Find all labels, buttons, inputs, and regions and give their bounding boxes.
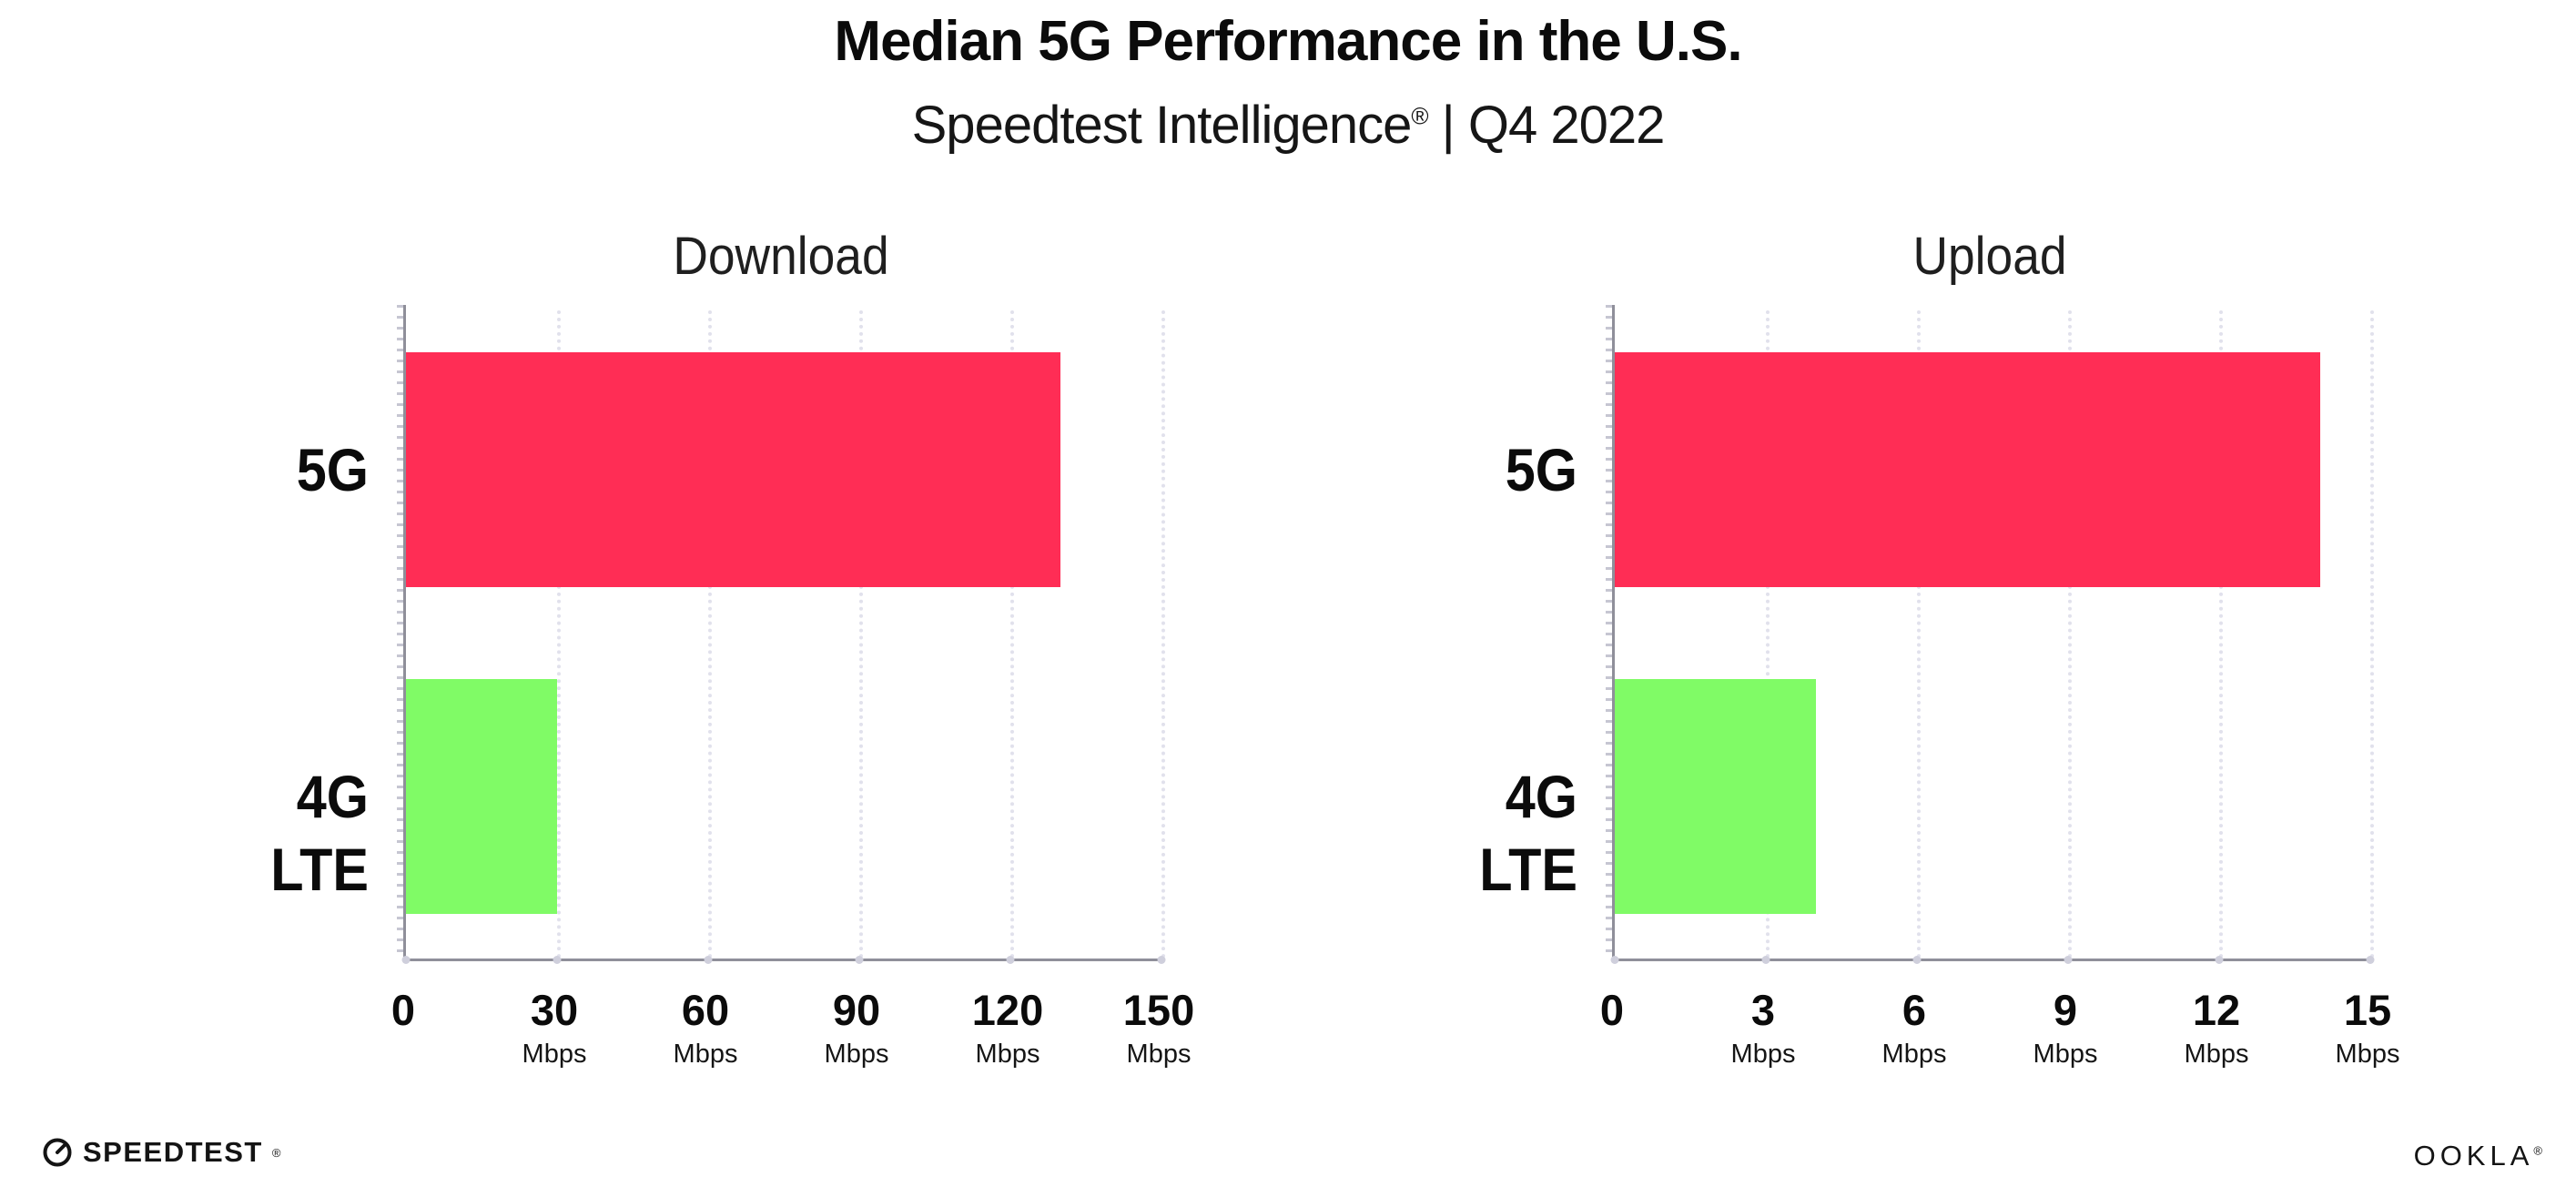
x-tick-value: 30 xyxy=(530,986,579,1034)
x-tick-unit: Mbps xyxy=(1126,1040,1192,1069)
category-label: 4G LTE xyxy=(270,763,369,903)
x-tick-unit: Mbps xyxy=(673,1040,738,1069)
ookla-logo: OOKLA® xyxy=(2414,1140,2547,1172)
x-tick-value: 0 xyxy=(1599,986,1625,1034)
axis-tick-dot xyxy=(553,956,562,964)
axis-tick-dot xyxy=(401,956,411,964)
axis-tick-dot xyxy=(1761,956,1770,964)
axis-tick-dot xyxy=(2064,956,2073,964)
gridline-150 xyxy=(1161,310,1165,959)
registered-trademark-mark: ® xyxy=(1411,102,1428,130)
gridline-30 xyxy=(557,310,561,959)
x-tick-value: 15 xyxy=(2343,986,2392,1034)
x-tick-value: 90 xyxy=(832,986,881,1034)
category-label: 5G xyxy=(1505,436,1577,503)
x-tick-30: 30 Mbps xyxy=(522,988,587,1070)
ookla-wordmark: OOKLA xyxy=(2413,1140,2534,1172)
ookla-trademark: ® xyxy=(2533,1143,2547,1158)
gridline-60 xyxy=(708,310,712,959)
x-tick-value: 60 xyxy=(681,986,730,1034)
x-tick-unit: Mbps xyxy=(522,1040,587,1069)
x-tick-120: 120 Mbps xyxy=(972,988,1043,1070)
y-axis-minor-ticks xyxy=(397,305,403,959)
subtitle-brand: Speedtest Intelligence xyxy=(911,96,1413,155)
x-tick-unit: Mbps xyxy=(1730,1040,1796,1069)
x-tick-150: 150 Mbps xyxy=(1123,988,1194,1070)
axis-tick-dot xyxy=(1006,956,1015,964)
x-tick-value: 9 xyxy=(2053,986,2078,1034)
5g-bar xyxy=(406,352,1061,587)
x-tick-value: 120 xyxy=(971,986,1044,1034)
upload-chart: Upload 0 3 Mbps 6 Mbps 9 Mbps 12 Mbps 15 Mbps 5G 4G … xyxy=(1375,218,2399,1138)
gridline-90 xyxy=(859,310,863,959)
x-tick-value: 3 xyxy=(1750,986,1776,1034)
gauge-icon xyxy=(43,1138,72,1167)
x-tick-unit: Mbps xyxy=(2335,1040,2400,1069)
x-tick-90: 90 Mbps xyxy=(825,988,889,1070)
gridline-6 xyxy=(1917,310,1921,959)
category-label: 4G LTE xyxy=(1479,763,1577,903)
y-axis-minor-ticks xyxy=(1606,305,1612,959)
4g-lte-bar xyxy=(1615,679,1817,914)
download-plot-area xyxy=(397,305,1166,964)
x-tick-unit: Mbps xyxy=(2184,1040,2249,1069)
x-tick-unit: Mbps xyxy=(1881,1040,1947,1069)
x-tick-0: 0 xyxy=(1600,988,1624,1033)
axis-tick-dot xyxy=(1157,956,1166,964)
axis-tick-dot xyxy=(1912,956,1922,964)
x-tick-6: 6 Mbps xyxy=(1882,988,1947,1070)
page-title: Median 5G Performance in the U.S. xyxy=(834,10,1742,73)
x-tick-unit: Mbps xyxy=(975,1040,1040,1069)
x-tick-value: 6 xyxy=(1902,986,1927,1034)
gridline-12 xyxy=(2219,310,2223,959)
axis-tick-dot xyxy=(704,956,713,964)
x-tick-value: 12 xyxy=(2192,986,2241,1034)
axis-tick-dot xyxy=(2215,956,2224,964)
x-tick-0: 0 xyxy=(391,988,415,1033)
x-tick-value: 150 xyxy=(1122,986,1195,1034)
x-tick-3: 3 Mbps xyxy=(1731,988,1796,1070)
4g-lte-bar xyxy=(406,679,557,914)
x-tick-unit: Mbps xyxy=(824,1040,889,1069)
chart-title-upload: Upload xyxy=(1912,227,2067,286)
axis-tick-dot xyxy=(855,956,864,964)
x-tick-unit: Mbps xyxy=(2033,1040,2098,1069)
axis-tick-dot xyxy=(1610,956,1619,964)
speedtest-trademark: ® xyxy=(271,1145,281,1160)
speedtest-wordmark: SPEEDTEST xyxy=(83,1136,263,1168)
subtitle-period: | Q4 2022 xyxy=(1427,96,1666,155)
axis-tick-dot xyxy=(2366,956,2375,964)
chart-title-download: Download xyxy=(673,227,889,286)
gridline-9 xyxy=(2068,310,2072,959)
page-subtitle: Speedtest Intelligence® | Q4 2022 xyxy=(0,95,2576,156)
x-tick-9: 9 Mbps xyxy=(2033,988,2098,1070)
x-tick-60: 60 Mbps xyxy=(674,988,738,1070)
upload-plot-area xyxy=(1606,305,2375,964)
gridline-120 xyxy=(1010,310,1014,959)
category-label: 5G xyxy=(296,436,369,503)
download-chart: Download 0 30 Mbps 60 Mbps 90 Mbps 120 Mbps 150 Mb… xyxy=(167,218,1194,1138)
x-tick-value: 0 xyxy=(390,986,416,1034)
gridline-3 xyxy=(1766,310,1770,959)
gridline-15 xyxy=(2370,310,2374,959)
5g-bar xyxy=(1615,352,2320,587)
x-tick-15: 15 Mbps xyxy=(2336,988,2400,1070)
speedtest-logo: SPEEDTEST ® xyxy=(41,1136,280,1169)
x-tick-12: 12 Mbps xyxy=(2185,988,2249,1070)
